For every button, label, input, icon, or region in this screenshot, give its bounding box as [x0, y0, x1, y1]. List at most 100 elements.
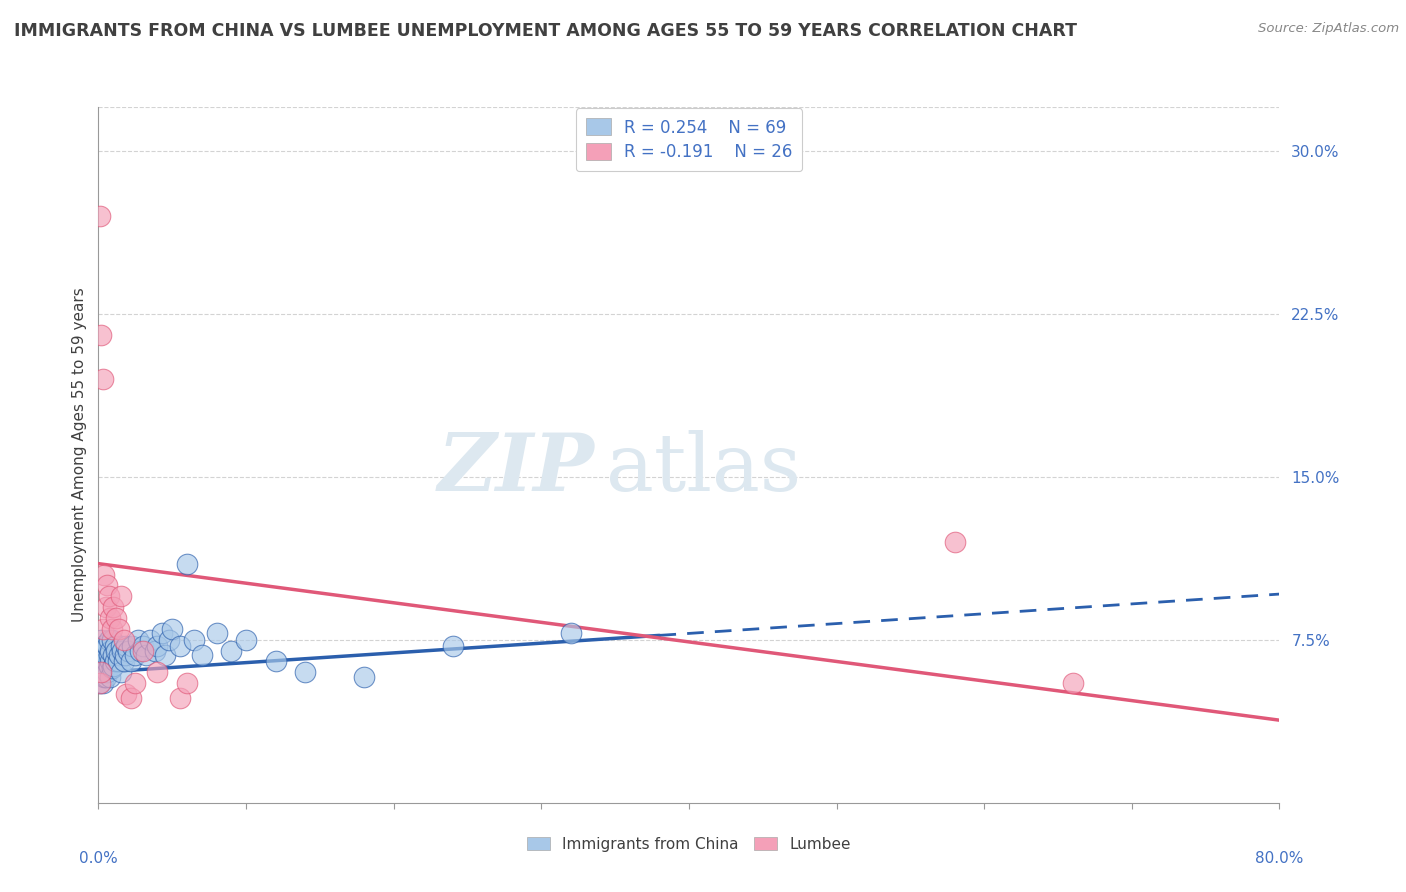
Point [169, 691, 191, 706]
Point [943, 534, 966, 549]
Point [94, 637, 117, 651]
Point [91, 648, 114, 662]
Point [96, 578, 118, 592]
Text: ZIP: ZIP [437, 430, 595, 508]
Point [143, 643, 166, 657]
Point [100, 632, 122, 647]
Point [90, 328, 112, 343]
Point [91, 655, 114, 669]
Point [111, 643, 134, 657]
Point [97, 658, 120, 673]
Point [104, 655, 127, 669]
Point [132, 643, 155, 657]
Point [1062, 676, 1084, 690]
Point [93, 658, 115, 673]
Point [103, 658, 125, 673]
Point [91, 639, 114, 653]
Point [90, 655, 112, 669]
Point [103, 648, 125, 662]
Point [294, 665, 316, 680]
Point [103, 600, 125, 615]
Point [107, 655, 129, 669]
Text: 0.0%: 0.0% [79, 851, 118, 865]
Point [441, 639, 464, 653]
Point [91, 676, 114, 690]
Point [110, 665, 132, 680]
Point [98, 655, 121, 669]
Point [93, 670, 115, 684]
Text: 80.0%: 80.0% [1256, 851, 1303, 865]
Point [94, 655, 117, 669]
Point [98, 611, 121, 625]
Point [91, 372, 114, 386]
Point [91, 665, 114, 680]
Point [91, 622, 114, 636]
Point [146, 665, 169, 680]
Point [98, 643, 121, 657]
Point [205, 626, 228, 640]
Point [120, 655, 142, 669]
Point [157, 632, 180, 647]
Point [97, 589, 120, 603]
Point [235, 632, 257, 647]
Point [104, 639, 127, 653]
Point [100, 661, 122, 675]
Point [162, 622, 183, 636]
Point [97, 648, 120, 662]
Point [98, 670, 121, 684]
Point [90, 643, 112, 657]
Point [115, 639, 138, 653]
Text: IMMIGRANTS FROM CHINA VS LUMBEE UNEMPLOYMENT AMONG AGES 55 TO 59 YEARS CORRELATI: IMMIGRANTS FROM CHINA VS LUMBEE UNEMPLOY… [14, 22, 1077, 40]
Point [117, 643, 139, 657]
Legend: Immigrants from China, Lumbee: Immigrants from China, Lumbee [522, 830, 856, 858]
Y-axis label: Unemployment Among Ages 55 to 59 years: Unemployment Among Ages 55 to 59 years [72, 287, 87, 623]
Point [560, 626, 582, 640]
Point [176, 557, 198, 571]
Text: atlas: atlas [606, 430, 801, 508]
Point [150, 626, 173, 640]
Point [94, 600, 117, 615]
Point [93, 643, 115, 657]
Point [110, 639, 132, 653]
Point [100, 622, 122, 636]
Point [93, 567, 115, 582]
Point [110, 589, 132, 603]
Point [89, 676, 111, 690]
Point [121, 639, 143, 653]
Point [89, 661, 111, 675]
Point [124, 648, 146, 662]
Point [191, 648, 214, 662]
Point [94, 670, 117, 684]
Point [353, 670, 375, 684]
Point [112, 632, 135, 647]
Point [112, 655, 135, 669]
Point [124, 676, 146, 690]
Point [108, 622, 131, 636]
Point [97, 632, 120, 647]
Point [89, 648, 111, 662]
Text: Source: ZipAtlas.com: Source: ZipAtlas.com [1258, 22, 1399, 36]
Point [94, 648, 117, 662]
Point [120, 691, 142, 706]
Point [132, 639, 155, 653]
Point [108, 648, 131, 662]
Point [105, 611, 128, 625]
Point [89, 676, 111, 690]
Point [135, 648, 157, 662]
Point [176, 676, 198, 690]
Point [139, 632, 162, 647]
Point [128, 643, 150, 657]
Point [153, 648, 176, 662]
Point [90, 632, 112, 647]
Point [169, 639, 191, 653]
Point [115, 687, 138, 701]
Point [221, 643, 243, 657]
Point [146, 639, 169, 653]
Point [105, 643, 128, 657]
Point [96, 665, 118, 680]
Point [90, 665, 112, 680]
Point [89, 209, 111, 223]
Point [127, 632, 149, 647]
Point [183, 632, 205, 647]
Point [90, 665, 112, 680]
